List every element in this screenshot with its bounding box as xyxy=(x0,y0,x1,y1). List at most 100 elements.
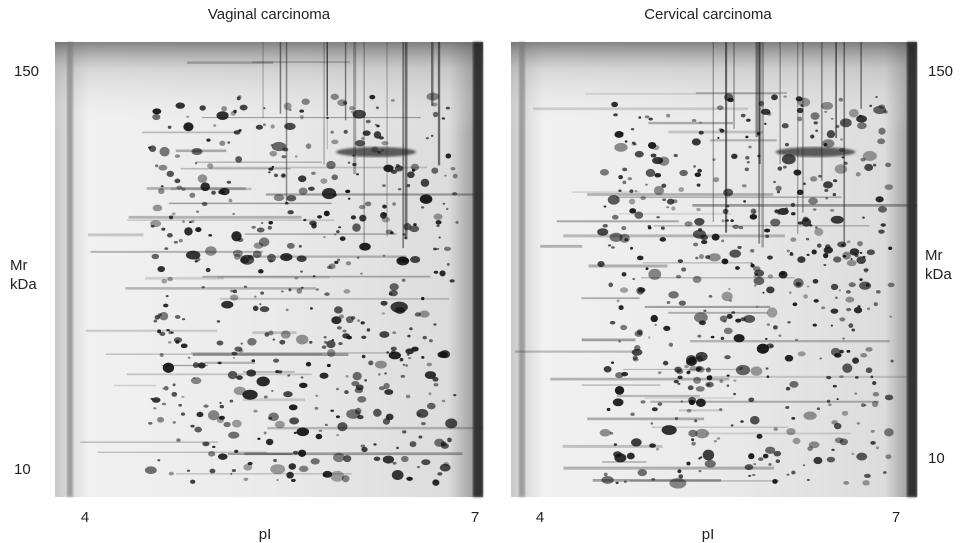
protein-spot xyxy=(822,139,835,148)
protein-spot xyxy=(400,374,406,378)
protein-spot xyxy=(650,314,658,323)
protein-spot xyxy=(704,459,716,468)
protein-spot xyxy=(432,376,439,382)
protein-spot xyxy=(280,290,284,293)
protein-spot xyxy=(296,288,303,294)
protein-spot xyxy=(621,272,627,277)
protein-spot xyxy=(782,165,787,169)
protein-spot xyxy=(674,416,679,421)
protein-spot xyxy=(161,227,166,231)
protein-spot xyxy=(288,108,292,112)
protein-spot xyxy=(694,419,698,423)
protein-spot xyxy=(678,300,687,306)
protein-spot xyxy=(857,240,863,247)
protein-spot xyxy=(885,162,892,168)
protein-spot xyxy=(205,267,211,273)
protein-spot xyxy=(806,285,810,288)
protein-spot xyxy=(609,320,616,325)
protein-spot xyxy=(731,311,736,314)
protein-spot xyxy=(356,256,360,259)
protein-spot xyxy=(318,429,323,432)
protein-spot xyxy=(342,329,347,333)
protein-spot xyxy=(616,299,620,303)
protein-spot xyxy=(864,473,871,479)
protein-spot xyxy=(262,123,266,127)
protein-spot xyxy=(770,218,781,227)
protein-spot xyxy=(194,162,198,165)
y-tick-label: 10 xyxy=(14,461,31,478)
protein-spot xyxy=(872,392,880,397)
protein-spot xyxy=(749,213,758,220)
protein-spot xyxy=(733,392,736,396)
protein-spot xyxy=(219,140,226,146)
protein-spot xyxy=(433,323,437,326)
protein-spot xyxy=(309,340,313,344)
protein-spot xyxy=(691,441,696,446)
protein-spot xyxy=(808,197,818,205)
protein-spot xyxy=(870,375,874,379)
protein-spot xyxy=(453,394,457,397)
protein-spot xyxy=(848,323,854,328)
protein-spot xyxy=(323,210,330,217)
protein-spot xyxy=(634,211,644,219)
protein-spot xyxy=(645,183,648,186)
protein-spot xyxy=(336,147,416,157)
protein-spot xyxy=(666,113,671,118)
protein-spot xyxy=(433,213,443,220)
protein-spot xyxy=(233,253,241,260)
protein-spot xyxy=(597,228,609,236)
protein-spot xyxy=(416,408,429,418)
protein-spot xyxy=(866,307,871,311)
protein-spot xyxy=(445,418,458,429)
protein-spot xyxy=(280,173,287,178)
protein-spot xyxy=(695,256,699,260)
protein-spot xyxy=(688,396,697,404)
protein-spot xyxy=(414,312,421,317)
protein-spot xyxy=(647,226,652,230)
protein-spot xyxy=(658,371,662,374)
protein-spot xyxy=(345,374,349,378)
protein-spot xyxy=(884,184,894,190)
protein-spot xyxy=(745,155,750,160)
protein-spot xyxy=(433,270,439,274)
protein-spot xyxy=(240,256,249,264)
protein-spot xyxy=(753,211,756,214)
protein-spot xyxy=(885,454,892,460)
protein-spot xyxy=(345,261,352,266)
protein-spot xyxy=(650,422,654,425)
protein-spot xyxy=(345,189,351,194)
protein-spot xyxy=(796,107,804,114)
protein-spot xyxy=(152,114,161,121)
protein-spot xyxy=(839,317,846,322)
protein-spot xyxy=(159,352,164,357)
protein-spot xyxy=(852,357,859,364)
protein-spot xyxy=(405,364,408,367)
protein-spot xyxy=(735,266,740,270)
protein-spot xyxy=(770,345,773,348)
protein-spot xyxy=(726,384,730,387)
protein-spot xyxy=(186,469,191,472)
protein-spot xyxy=(813,121,818,125)
protein-spot xyxy=(384,389,394,395)
protein-spot xyxy=(707,383,710,386)
protein-spot xyxy=(820,101,834,110)
protein-spot xyxy=(778,334,782,337)
panel-title: Vaginal carcinoma xyxy=(208,6,331,23)
protein-spot xyxy=(839,349,844,354)
protein-spot xyxy=(871,400,879,408)
protein-spot xyxy=(686,461,691,466)
protein-spot xyxy=(691,438,695,442)
protein-spot xyxy=(611,361,615,364)
protein-spot xyxy=(294,276,299,280)
protein-spot xyxy=(232,356,236,359)
protein-spot xyxy=(790,251,793,255)
protein-spot xyxy=(810,112,820,120)
protein-spot xyxy=(863,268,869,272)
protein-spot xyxy=(743,314,756,323)
protein-spot xyxy=(233,386,247,396)
protein-spot xyxy=(231,351,238,356)
protein-spot xyxy=(352,371,362,381)
protein-spot xyxy=(640,196,646,201)
protein-spot xyxy=(174,315,181,319)
protein-spot xyxy=(172,420,176,424)
